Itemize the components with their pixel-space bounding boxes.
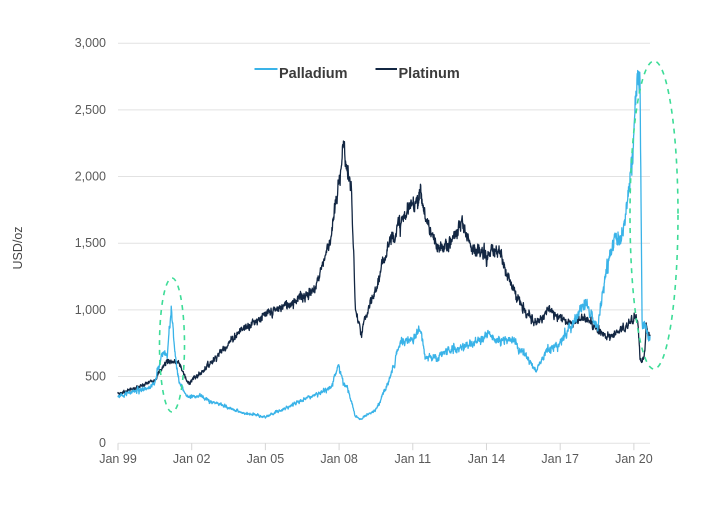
svg-text:Jan 05: Jan 05: [247, 452, 285, 466]
svg-text:Platinum: Platinum: [399, 66, 460, 82]
svg-text:Jan 11: Jan 11: [394, 452, 431, 466]
svg-text:Jan 02: Jan 02: [173, 452, 211, 466]
svg-text:3,000: 3,000: [75, 36, 106, 50]
svg-text:500: 500: [85, 370, 106, 384]
svg-text:2,000: 2,000: [75, 170, 106, 184]
svg-text:Jan 08: Jan 08: [320, 452, 358, 466]
svg-text:1,000: 1,000: [75, 303, 106, 317]
svg-text:Jan 99: Jan 99: [99, 452, 137, 466]
svg-text:Jan 20: Jan 20: [615, 452, 653, 466]
svg-text:Palladium: Palladium: [279, 66, 348, 82]
svg-text:1,500: 1,500: [75, 236, 106, 250]
svg-text:2,500: 2,500: [75, 103, 106, 117]
svg-text:0: 0: [99, 436, 106, 450]
svg-text:Jan 14: Jan 14: [468, 452, 506, 466]
svg-text:Jan 17: Jan 17: [541, 452, 579, 466]
svg-text:USD/oz: USD/oz: [11, 226, 25, 269]
